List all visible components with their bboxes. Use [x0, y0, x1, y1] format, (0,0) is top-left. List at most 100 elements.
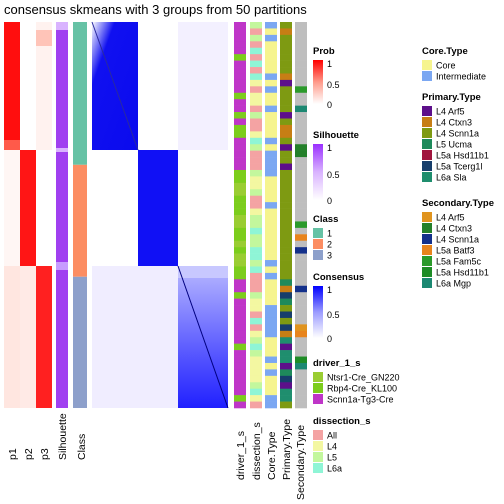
secondary-type-cell — [295, 150, 307, 158]
primary-type-cell — [280, 382, 292, 389]
silhouette-column — [56, 22, 68, 408]
legend-silhouette-tick: 0 — [327, 196, 332, 206]
core-type-label: Core.Type — [266, 431, 278, 480]
driver-cell — [234, 182, 246, 190]
legend-dissection-label: L4 — [327, 442, 337, 452]
primary-type-cell — [280, 317, 292, 325]
driver-cell — [234, 86, 246, 94]
p3-block-class3 — [36, 266, 52, 408]
driver-cell — [234, 67, 246, 74]
secondary-type-cell — [295, 34, 307, 42]
dissection-cell — [250, 28, 262, 36]
driver-cell — [234, 150, 246, 158]
primary-type-cell — [280, 337, 292, 344]
legend-core-type-title: Core.Type — [422, 46, 468, 57]
legend-primary-type-title: Primary.Type — [422, 92, 481, 103]
driver-cell — [234, 227, 246, 235]
consensus-block-class3-top — [178, 266, 228, 278]
class-block-3 — [73, 276, 87, 408]
driver-cell — [234, 202, 246, 209]
driver-cell — [234, 272, 246, 280]
legend-consensus-tick: 0.5 — [327, 310, 340, 320]
legend-class-label: 3 — [327, 251, 332, 261]
secondary-type-cell — [295, 266, 307, 274]
core-type-cell — [265, 215, 277, 222]
p3-label: p3 — [39, 448, 51, 460]
primary-type-cell — [280, 388, 292, 396]
dissection-cell — [250, 285, 262, 293]
secondary-type-cell — [295, 298, 307, 306]
legend-driver-swatch — [313, 383, 323, 393]
secondary-type-cell — [295, 28, 307, 36]
core-type-cell — [265, 169, 277, 177]
legend-dissection-label: L6a — [327, 464, 342, 474]
dissection-cell — [250, 67, 262, 74]
secondary-type-cell — [295, 305, 307, 312]
primary-type-cell — [280, 67, 292, 74]
legend-dissection-swatch — [313, 452, 323, 462]
core-type-cell — [265, 356, 277, 364]
legend-primary-type-label: L5 Ucma — [436, 140, 472, 150]
primary-type-cell — [280, 350, 292, 357]
consensus-matrix — [91, 21, 229, 409]
secondary-type-cell — [295, 157, 307, 164]
dissection-cell — [250, 260, 262, 267]
core-type-cell — [265, 99, 277, 106]
secondary-type-cell — [295, 337, 307, 344]
driver-cell — [234, 22, 246, 29]
dissection-cell — [250, 150, 262, 158]
driver-cell — [234, 137, 246, 145]
dissection-cell — [250, 305, 262, 312]
primary-type-cell — [280, 279, 292, 287]
legend-prob-tick: 1 — [327, 59, 332, 69]
secondary-type-cell — [295, 388, 307, 396]
core-type-cell — [265, 279, 277, 287]
core-type-cell — [265, 144, 277, 151]
driver-cell — [234, 279, 246, 287]
secondary-type-cell — [295, 227, 307, 235]
dissection-cell — [250, 356, 262, 364]
dissection-cell — [250, 34, 262, 42]
legend-secondary-type-label: L4 Scnn1a — [436, 235, 479, 245]
dissection-cell — [250, 112, 262, 119]
dissection-cell — [250, 92, 262, 100]
driver-cell — [234, 34, 246, 42]
dissection-cell — [250, 266, 262, 274]
secondary-type-cell — [295, 311, 307, 319]
legend-silhouette-title: Silhouette — [313, 130, 359, 141]
secondary-type-cell — [295, 279, 307, 287]
secondary-type-cell — [295, 382, 307, 389]
core-type-cell — [265, 401, 277, 409]
legend-primary-type-label: L4 Ctxn3 — [436, 118, 472, 128]
driver-cell — [234, 234, 246, 242]
core-type-cell — [265, 105, 277, 113]
dissection-cell — [250, 221, 262, 229]
silhouette-label: Silhouette — [57, 413, 69, 460]
secondary-type-cell — [295, 215, 307, 222]
legend-prob-tick: 0.5 — [327, 80, 340, 90]
secondary-type-cell — [295, 350, 307, 357]
dissection-cell — [250, 157, 262, 164]
core-type-cell — [265, 247, 277, 254]
primary-type-cell — [280, 54, 292, 61]
driver-cell — [234, 356, 246, 364]
core-type-cell — [265, 195, 277, 203]
dissection-cell — [250, 73, 262, 81]
primary-type-cell — [280, 79, 292, 87]
secondary-type-cell — [295, 208, 307, 216]
driver-cell — [234, 79, 246, 87]
driver-cell — [234, 382, 246, 389]
dissection-cell — [250, 324, 262, 332]
core-type-cell — [265, 28, 277, 36]
secondary-type-cell — [295, 189, 307, 196]
primary-type-cell — [280, 253, 292, 261]
primary-type-cell — [280, 369, 292, 377]
legend-driver-label: Ntsr1-Cre_GN220 — [327, 373, 400, 383]
core-type-cell — [265, 240, 277, 248]
secondary-type-cell — [295, 99, 307, 106]
secondary-type-cell — [295, 169, 307, 177]
p1-block-class3 — [4, 266, 20, 408]
primary-type-cell — [280, 266, 292, 274]
driver-cell — [234, 28, 246, 36]
secondary-type-cell — [295, 195, 307, 203]
